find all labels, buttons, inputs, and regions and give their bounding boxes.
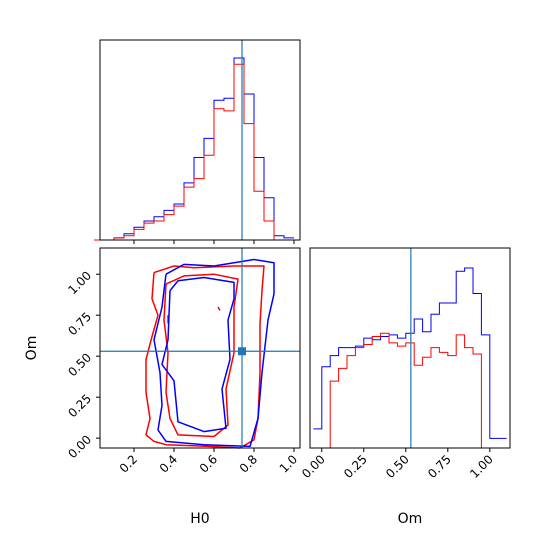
h0-histogram-series — [94, 57, 294, 241]
scatter-y-tick-label: 0.25 — [65, 391, 94, 420]
scatter-y-tick-label: 0.75 — [65, 309, 94, 338]
contour-blue-5 — [161, 276, 235, 433]
scatter-truth-marker — [238, 347, 246, 356]
panel-h0-om-scatter: 0.2 0.4 0.6 0.8 1.0 0.000.250.500.751.00 H0 … — [24, 247, 301, 527]
contour-blue-4 — [153, 258, 275, 448]
scatter-frame — [99, 247, 301, 449]
scatter-y-tick-label: 1.00 — [65, 268, 94, 297]
om-histogram-tick-label: 0.00 — [299, 452, 328, 481]
scatter-x-axis-title: H0 — [190, 511, 209, 527]
scatter-contours — [145, 258, 275, 449]
panel-om-histogram: 0.00 0.25 0.50 0.75 1.00 Om — [299, 247, 511, 527]
om-hist-x-axis-title: Om — [398, 511, 423, 527]
contour-red-1 — [163, 273, 239, 438]
h0-histogram-ticks — [133, 240, 295, 244]
om-histogram-frame — [309, 247, 511, 449]
scatter-y-tick-label: 0.50 — [65, 350, 94, 379]
scatter-x-tick-label: 0.6 — [197, 452, 220, 475]
om-histogram-ticks: 0.00 0.25 0.50 0.75 1.00 — [299, 448, 496, 481]
contour-red-2 — [217, 306, 221, 311]
om-histogram-tick-label: 0.75 — [425, 452, 454, 481]
om-histogram-series — [313, 267, 507, 449]
scatter-y-axis-title: Om — [24, 336, 40, 361]
om-histogram-blue-step — [313, 267, 507, 439]
scatter-x-tick-label: 0.2 — [117, 452, 140, 475]
contour-red-0 — [145, 265, 265, 449]
panel-h0-histogram — [94, 39, 301, 244]
om-histogram-red-step — [313, 332, 507, 449]
scatter-y-tick-label: 0.00 — [65, 432, 94, 461]
scatter-x-ticks: 0.2 0.4 0.6 0.8 1.0 — [117, 448, 300, 476]
om-histogram-tick-label: 1.00 — [467, 452, 496, 481]
om-histogram-tick-label: 0.50 — [383, 452, 412, 481]
om-histogram-tick-label: 0.25 — [341, 452, 370, 481]
scatter-x-tick-label: 0.8 — [237, 452, 260, 475]
h0-histogram-red-step — [94, 63, 294, 241]
h0-histogram-frame — [99, 39, 301, 241]
scatter-y-ticks: 0.00 0.25 0.50 0.75 1.00 — [65, 268, 100, 461]
scatter-x-tick-label: 1.0 — [277, 452, 300, 475]
scatter-x-tick-label: 0.4 — [157, 452, 180, 475]
